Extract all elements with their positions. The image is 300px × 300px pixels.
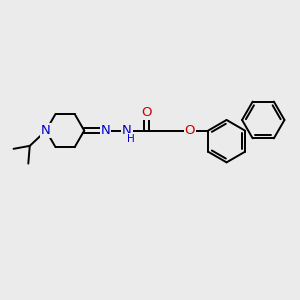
Text: H: H: [127, 134, 135, 144]
Text: N: N: [122, 124, 131, 137]
Text: N: N: [100, 124, 110, 137]
Text: O: O: [185, 124, 195, 137]
Text: O: O: [141, 106, 152, 119]
Text: N: N: [41, 124, 51, 137]
